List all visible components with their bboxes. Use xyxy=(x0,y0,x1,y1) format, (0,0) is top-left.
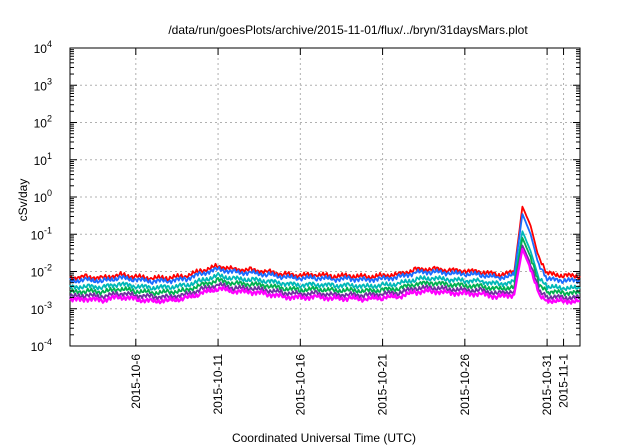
x-tick-label: 2015-10-31 xyxy=(540,354,554,416)
x-tick-label: 2015-11-1 xyxy=(557,354,571,408)
chart-title: /data/run/goesPlots/archive/2015-11-01/f… xyxy=(168,23,528,37)
series-line xyxy=(69,248,580,305)
y-axis-label: cSv/day xyxy=(16,179,30,222)
y-tick-label: 100 xyxy=(34,188,52,205)
x-tick-label: 2015-10-6 xyxy=(129,354,143,409)
x-tick-label: 2015-10-21 xyxy=(376,354,390,416)
x-tick-label: 2015-10-26 xyxy=(458,354,472,416)
x-tick-label: 2015-10-16 xyxy=(293,354,307,416)
y-tick-label: 101 xyxy=(34,151,52,168)
y-tick-label: 10-1 xyxy=(31,225,52,242)
y-tick-label: 103 xyxy=(34,76,52,93)
series-line xyxy=(69,213,581,285)
x-tick-label: 2015-10-11 xyxy=(211,354,225,415)
series-line xyxy=(69,205,581,282)
y-tick-label: 102 xyxy=(34,114,52,131)
y-tick-label: 10-2 xyxy=(31,263,52,280)
grid xyxy=(70,48,580,346)
x-axis-label: Coordinated Universal Time (UTC) xyxy=(232,431,416,445)
x-axis: 2015-10-6 2015-10-11 2015-10-16 2015-10-21 2… xyxy=(129,48,571,415)
series-layer xyxy=(69,205,581,305)
y-tick-label: 10-4 xyxy=(31,337,52,354)
y-tick-label: 104 xyxy=(34,39,52,56)
series-line xyxy=(69,244,581,301)
y-axis: 10-4 10-3 10-2 10-1 100 101 102 103 104 xyxy=(31,39,580,354)
series-line xyxy=(69,237,581,297)
y-tick-label: 10-3 xyxy=(31,300,52,317)
series-line xyxy=(69,230,581,292)
